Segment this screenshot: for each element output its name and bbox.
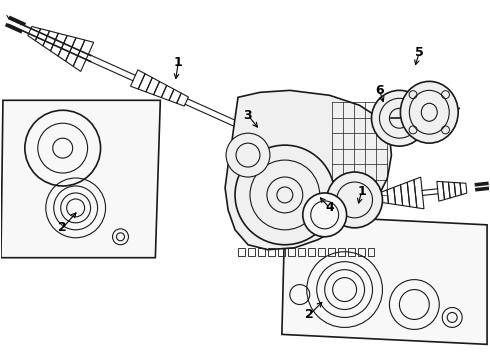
Text: 1: 1 xyxy=(357,185,366,198)
Circle shape xyxy=(235,145,335,245)
Bar xyxy=(298,248,305,256)
Bar xyxy=(238,248,245,256)
Bar xyxy=(248,248,255,256)
Text: 2: 2 xyxy=(58,221,67,234)
Ellipse shape xyxy=(400,81,458,143)
Bar xyxy=(328,248,335,256)
Bar xyxy=(368,248,374,256)
Bar xyxy=(358,248,365,256)
Bar xyxy=(308,248,315,256)
Bar xyxy=(318,248,325,256)
Polygon shape xyxy=(1,100,160,258)
Bar xyxy=(288,248,295,256)
Bar xyxy=(278,248,285,256)
Circle shape xyxy=(226,133,270,177)
Bar xyxy=(268,248,275,256)
Circle shape xyxy=(25,110,100,186)
Polygon shape xyxy=(282,215,487,345)
Text: 5: 5 xyxy=(415,46,424,59)
Circle shape xyxy=(371,90,427,146)
Text: 4: 4 xyxy=(325,201,334,215)
Bar xyxy=(258,248,265,256)
Circle shape xyxy=(327,172,383,228)
Bar xyxy=(338,248,344,256)
Bar xyxy=(347,248,355,256)
Text: 6: 6 xyxy=(375,84,384,97)
Polygon shape xyxy=(225,90,392,250)
Text: 2: 2 xyxy=(305,308,314,321)
Text: 1: 1 xyxy=(174,56,183,69)
Circle shape xyxy=(303,193,346,237)
Text: 3: 3 xyxy=(244,109,252,122)
